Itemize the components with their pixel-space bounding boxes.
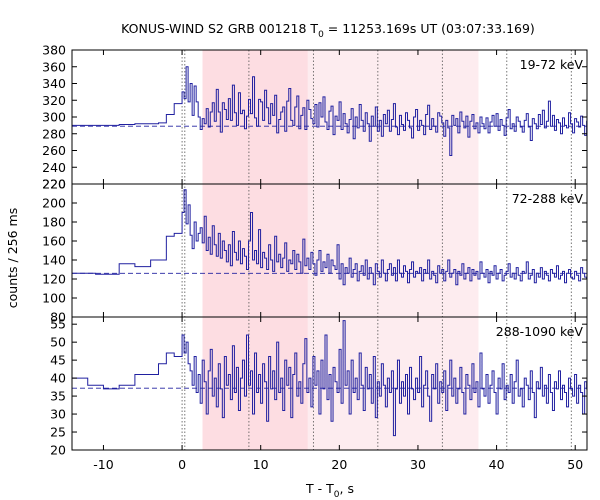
x-axis-label: T - T0, s <box>305 481 354 500</box>
x-tick-label-3: 20 <box>331 457 347 472</box>
y-tick-label-2-1: 25 <box>50 425 66 440</box>
y-tick-label-1-2: 120 <box>42 272 66 287</box>
y-tick-label-1-0: 80 <box>50 310 66 325</box>
y-tick-label-0-1: 240 <box>42 160 66 175</box>
series-line-1 <box>72 189 588 286</box>
y-tick-label-1-1: 100 <box>42 291 66 306</box>
y-tick-label-1-5: 180 <box>42 215 66 230</box>
series-line-0 <box>72 66 588 157</box>
y-tick-label-0-3: 280 <box>42 126 66 141</box>
panel-frame-2 <box>71 316 588 451</box>
y-axis-label: counts / 256 ms <box>5 208 20 308</box>
y-tick-label-1-4: 160 <box>42 234 66 249</box>
y-tick-label-2-5: 45 <box>50 353 66 368</box>
y-tick-label-2-4: 40 <box>50 371 66 386</box>
panel-label-2: 288-1090 keV <box>496 324 584 339</box>
x-axis-label-main: T - T <box>305 481 334 496</box>
y-tick-label-0-6: 340 <box>42 76 66 91</box>
y-tick-label-2-2: 30 <box>50 407 66 422</box>
y-tick-label-0-4: 300 <box>42 110 66 125</box>
chart-title-rest: = 11253.169s UT (03:07:33.169) <box>324 21 535 36</box>
x-tick-label-2: 10 <box>253 457 269 472</box>
y-tick-label-0-8: 380 <box>42 43 66 58</box>
chart-title-subscript: 0 <box>318 30 324 40</box>
x-axis-label-subscript: 0 <box>334 490 340 500</box>
x-tick-label-5: 40 <box>489 457 505 472</box>
axis-ticks <box>72 49 587 451</box>
y-tick-label-1-6: 200 <box>42 196 66 211</box>
y-tick-label-2-6: 50 <box>50 335 66 350</box>
y-tick-label-1-7: 220 <box>42 177 66 192</box>
x-tick-label-6: 50 <box>567 457 583 472</box>
y-tick-label-2-3: 35 <box>50 389 66 404</box>
y-tick-label-1-3: 140 <box>42 253 66 268</box>
y-tick-label-0-7: 360 <box>42 59 66 74</box>
panel-label-0: 19-72 keV <box>520 57 584 72</box>
chart-title: KONUS-WIND S2 GRB 001218 T0 = 11253.169s… <box>121 21 535 40</box>
panel-label-1: 72-288 keV <box>512 191 584 206</box>
x-tick-label-1: 0 <box>178 457 186 472</box>
y-tick-label-0-2: 260 <box>42 143 66 158</box>
x-tick-label-4: 30 <box>410 457 426 472</box>
y-tick-label-2-7: 55 <box>50 317 66 332</box>
y-tick-label-2-0: 20 <box>50 443 66 458</box>
chart-title-main: KONUS-WIND S2 GRB 001218 T <box>121 21 318 36</box>
y-tick-label-0-5: 320 <box>42 93 66 108</box>
x-tick-label-0: -10 <box>93 457 113 472</box>
x-axis-label-rest: , s <box>340 481 354 496</box>
series-lines <box>72 66 588 437</box>
y-tick-label-0-0: 220 <box>42 177 66 192</box>
series-line-2 <box>72 320 588 437</box>
